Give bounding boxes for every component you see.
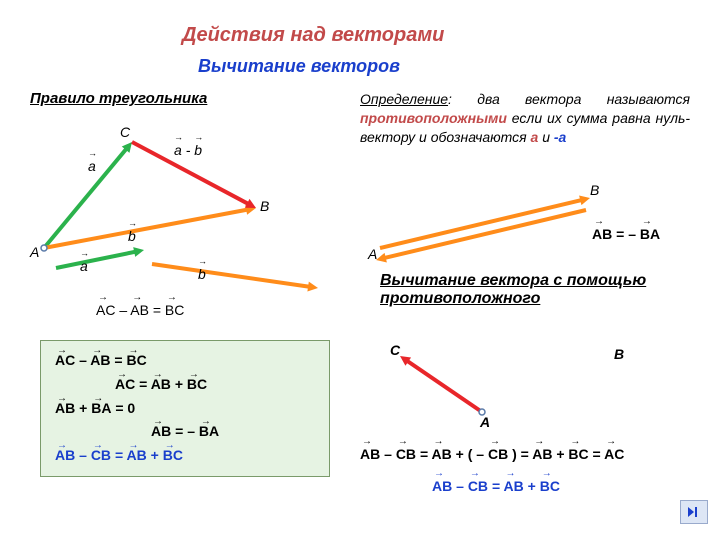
vec-diff-label: a→ - b→ <box>174 142 202 158</box>
formula-long: AB→ – CB→ = AB→ + ( – CB→ ) = AB→ + BC→ … <box>360 446 624 462</box>
next-button[interactable] <box>680 500 708 524</box>
vec-b-label-1: b→ <box>128 228 136 244</box>
derivation-line: AB→ + BA→ = 0 <box>55 397 315 421</box>
play-icon <box>686 505 702 519</box>
pt-a-label: A <box>30 244 39 260</box>
vec-b-label-2: b→ <box>198 266 206 282</box>
opp-formula: AB→ = – BA→ <box>592 226 660 242</box>
vec-a-label-1: a→ <box>88 158 96 174</box>
d2-c-label: C <box>390 342 400 358</box>
formula-blue: AB→ – CB→ = AB→ + BC→ <box>432 478 560 494</box>
derivation-line: AC→ – AB→ = BC→ <box>55 349 315 373</box>
definition-text: Определение: два вектора называются прот… <box>360 90 690 147</box>
formula-triangle: AC→ – AB→ = BC→ <box>96 302 184 318</box>
vec-a-label-2: a→ <box>80 258 88 274</box>
derivation-box: AC→ – AB→ = BC→AC→ = AB→ + BC→AB→ + BA→ … <box>40 340 330 477</box>
d2-b-label: B <box>614 346 624 362</box>
derivation-line: AB→ – CB→ = AB→ + BC→ <box>55 444 315 468</box>
d2-a-label: A <box>480 414 490 430</box>
opp-a-label: A <box>368 246 377 262</box>
pt-c-label: C <box>120 124 130 140</box>
opp-b-label: B <box>590 182 599 198</box>
sub2-heading: Вычитание вектора с помощью противополож… <box>380 272 670 308</box>
pt-b-label: B <box>260 198 269 214</box>
